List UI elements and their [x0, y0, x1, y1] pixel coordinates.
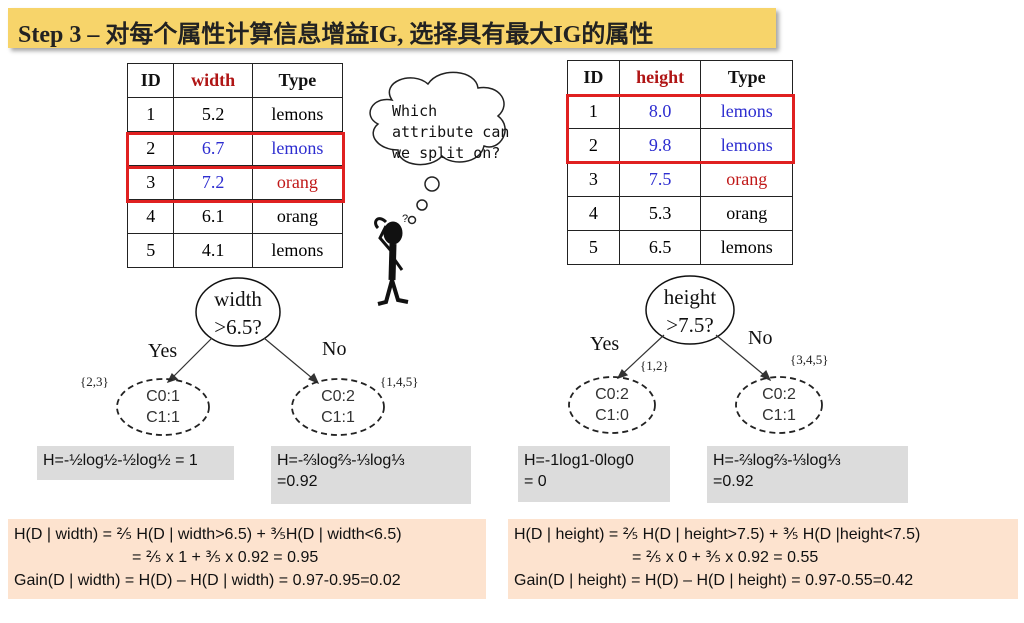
subset-yes: {1,2}	[640, 358, 669, 373]
cell-type: lemons	[251, 131, 344, 166]
leaf-c1: C1:1	[146, 409, 180, 426]
cell-width: 4.1	[173, 233, 253, 268]
cell-height: 9.8	[618, 128, 702, 163]
cell-height: 7.5	[618, 162, 702, 197]
cell-width: 5.2	[173, 97, 253, 132]
table-row: 1 8.0 lemons	[567, 94, 793, 129]
leaf-yes-counts: C0:2 C1:0	[572, 384, 652, 426]
subset-no: {3,4,5}	[790, 352, 829, 367]
yes-label: Yes	[148, 340, 178, 362]
leaf-c1: C1:0	[595, 407, 629, 424]
entropy-text: H=-1log1-0log0	[524, 452, 634, 469]
entropy-text: H=-⅔log⅔-⅓log⅓	[713, 452, 841, 469]
cell-id: 1	[126, 97, 175, 132]
entropy-text: H=-⅔log⅔-⅓log⅓	[277, 452, 405, 469]
entropy-width-yes: H=-½log½-½log½ = 1	[37, 446, 234, 480]
subset-no: {1,4,5}	[380, 374, 419, 389]
height-table: ID height Type 1 8.0 lemons 2 9.8 lemons…	[567, 60, 793, 265]
cell-type: lemons	[700, 128, 793, 163]
thinking-person-icon: ?	[374, 213, 409, 306]
width-node-label: width >6.5?	[196, 285, 280, 341]
cell-type: lemons	[251, 97, 344, 132]
table-row: 4 6.1 orang	[126, 199, 344, 234]
subset-yes: {2,3}	[80, 374, 109, 389]
entropy-result: = 0	[524, 473, 547, 490]
table-row: 5 4.1 lemons	[126, 233, 344, 268]
table-row: 1 5.2 lemons	[126, 97, 344, 132]
cell-id: 4	[126, 199, 175, 234]
table-header-row: ID width Type	[126, 63, 344, 98]
entropy-result: =0.92	[713, 473, 754, 490]
cell-id: 4	[567, 196, 620, 231]
table-header-row: ID height Type	[567, 60, 793, 95]
cell-type: lemons	[700, 94, 793, 129]
thought-line: we split on?	[392, 144, 501, 162]
leaf-no-counts: C0:2 C1:1	[739, 384, 819, 426]
entropy-text: H=-½log½-½log½ = 1	[43, 452, 198, 469]
gain-height-box: H(D | height) = ⅖ H(D | height>7.5) + ⅗ …	[508, 519, 1018, 599]
cell-id: 3	[126, 165, 175, 200]
node-attribute: height	[663, 285, 717, 309]
cell-type: lemons	[251, 233, 344, 268]
header-id: ID	[126, 63, 175, 98]
node-condition: >6.5?	[214, 315, 262, 339]
conditional-entropy-formula: H(D | width) = ⅖ H(D | width>6.5) + ⅗H(D…	[14, 526, 402, 543]
yes-label: Yes	[590, 333, 620, 355]
node-attribute: width	[214, 287, 262, 311]
thought-line: Which	[392, 102, 438, 120]
cell-height: 5.3	[618, 196, 702, 231]
thought-text: Which attribute can we split on?	[392, 101, 509, 164]
table-row: 2 9.8 lemons	[567, 128, 793, 163]
height-decision-tree	[568, 275, 823, 434]
information-gain: Gain(D | width) = H(D) – H(D | width) = …	[14, 572, 401, 589]
cell-width: 7.2	[173, 165, 253, 200]
gain-width-box: H(D | width) = ⅖ H(D | width>6.5) + ⅗H(D…	[8, 519, 486, 599]
height-node-label: height >7.5?	[646, 283, 734, 339]
leaf-c0: C0:2	[321, 388, 355, 405]
header-type: Type	[700, 60, 793, 95]
step-title-banner: Step 3 – 对每个属性计算信息增益IG, 选择具有最大IG的属性	[8, 8, 776, 48]
conditional-entropy-formula: H(D | height) = ⅖ H(D | height>7.5) + ⅗ …	[514, 526, 921, 543]
no-label: No	[322, 338, 347, 360]
entropy-height-no: H=-⅔log⅔-⅓log⅓ =0.92	[707, 446, 908, 503]
cell-id: 5	[126, 233, 175, 268]
table-row: 3 7.5 orang	[567, 162, 793, 197]
highlight-box-rows1-2	[566, 94, 795, 164]
leaf-c0: C0:2	[762, 386, 796, 403]
entropy-height-yes: H=-1log1-0log0 = 0	[518, 446, 670, 502]
cell-id: 5	[567, 230, 620, 265]
entropy-width-no: H=-⅔log⅔-⅓log⅓ =0.92	[271, 446, 471, 504]
width-decision-tree	[116, 277, 385, 436]
header-height: height	[618, 60, 702, 95]
leaf-c0: C0:2	[595, 386, 629, 403]
cell-type: orang	[251, 199, 344, 234]
thought-line: attribute can	[392, 123, 510, 141]
svg-text:?: ?	[402, 213, 408, 225]
table-row: 2 6.7 lemons	[126, 131, 344, 166]
highlight-box-row3	[126, 166, 345, 203]
cell-type: lemons	[700, 230, 793, 265]
leaf-yes-counts: C0:1 C1:1	[123, 386, 203, 428]
node-condition: >7.5?	[666, 313, 714, 337]
cell-width: 6.7	[173, 131, 253, 166]
leaf-c1: C1:1	[321, 409, 355, 426]
leaf-no-counts: C0:2 C1:1	[298, 386, 378, 428]
cell-height: 6.5	[618, 230, 702, 265]
step-title: Step 3 – 对每个属性计算信息增益IG, 选择具有最大IG的属性	[18, 22, 654, 48]
thought-cloud-icon	[369, 71, 506, 225]
header-id: ID	[567, 60, 620, 95]
leaf-c1: C1:1	[762, 407, 796, 424]
leaf-c0: C0:1	[146, 388, 180, 405]
table-row: 5 6.5 lemons	[567, 230, 793, 265]
header-type: Type	[251, 63, 344, 98]
no-label: No	[748, 327, 773, 349]
conditional-entropy-value: = ⅖ x 0 + ⅗ x 0.92 = 0.55	[632, 549, 819, 566]
cell-width: 6.1	[173, 199, 253, 234]
entropy-result: =0.92	[277, 473, 318, 490]
table-row: 4 5.3 orang	[567, 196, 793, 231]
conditional-entropy-value: = ⅖ x 1 + ⅗ x 0.92 = 0.95	[132, 549, 319, 566]
width-table: ID width Type 1 5.2 lemons 2 6.7 lemons …	[126, 63, 344, 268]
information-gain: Gain(D | height) = H(D) – H(D | height) …	[514, 572, 914, 589]
